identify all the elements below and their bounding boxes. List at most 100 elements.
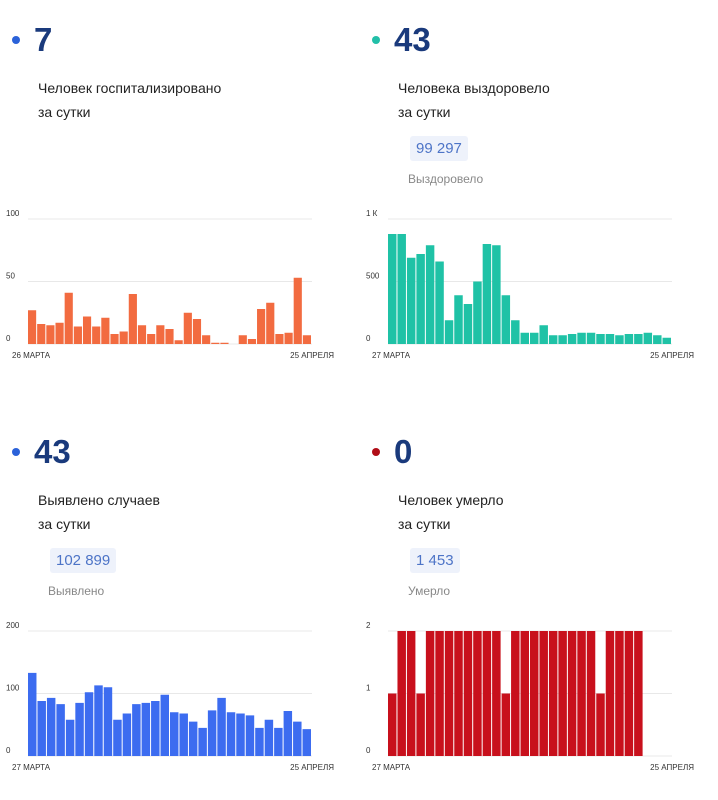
caption: Человека выздоровело за сутки (398, 76, 698, 124)
bar (416, 254, 425, 344)
total-value: 102 899 (50, 548, 117, 573)
y-tick-label: 50 (6, 272, 15, 281)
bar (160, 694, 169, 756)
bar (37, 701, 46, 756)
bar (82, 316, 92, 344)
bar (397, 234, 406, 344)
bar (75, 702, 84, 757)
y-tick-label: 1 К (366, 209, 378, 218)
bar (110, 334, 119, 344)
bar (283, 711, 293, 756)
total-label: Выздоровело (408, 172, 484, 186)
bar (217, 697, 226, 757)
y-tick-label: 0 (6, 334, 11, 343)
bar (226, 712, 236, 756)
legend-dot (372, 36, 380, 44)
bar (416, 693, 425, 756)
bar (567, 334, 577, 344)
bar (463, 631, 473, 756)
bar (255, 727, 264, 757)
bar (220, 342, 229, 344)
bar (56, 704, 65, 757)
bar (397, 631, 406, 756)
bar (530, 332, 539, 344)
bar (266, 302, 275, 344)
deaths-chart: 0 1 2 27 МАРТА 25 АПРЕЛЯ (366, 621, 694, 772)
bar (55, 322, 64, 344)
hospitalized-chart: 0 50 100 26 МАРТА 25 АПРЕЛЯ (6, 209, 334, 360)
bar (64, 292, 73, 344)
bar (615, 335, 624, 344)
bar (454, 631, 463, 756)
legend-dot (372, 448, 380, 456)
total-label: Выявлено (48, 584, 105, 598)
bar (473, 281, 482, 344)
bar (482, 631, 492, 756)
bar (274, 727, 283, 757)
x-start-label: 26 МАРТА (12, 351, 51, 360)
bar (236, 713, 245, 756)
bar (435, 631, 444, 756)
caption-line-1: Человек умерло (398, 492, 504, 508)
bar (567, 631, 577, 756)
bar (84, 692, 94, 756)
bar (202, 335, 211, 344)
bar (473, 631, 482, 756)
bar (46, 697, 56, 757)
total-label: Умерло (408, 584, 451, 598)
daily-count: 0 (394, 433, 413, 470)
bar (605, 631, 615, 756)
bar (119, 331, 128, 344)
bar (624, 334, 634, 344)
daily-count: 7 (34, 21, 53, 58)
bar (482, 244, 492, 344)
x-end-label: 25 АПРЕЛЯ (650, 763, 694, 772)
bar (65, 719, 75, 756)
bar (548, 335, 558, 344)
headline: 43 (372, 20, 431, 60)
bar (245, 715, 255, 757)
bar (103, 687, 113, 756)
headline: 7 (12, 20, 52, 60)
bar (586, 332, 596, 344)
bar (284, 332, 293, 344)
x-end-label: 25 АПРЕЛЯ (290, 351, 334, 360)
bar (170, 712, 179, 756)
bar (198, 727, 207, 757)
bar (454, 295, 463, 344)
x-end-label: 25 АПРЕЛЯ (650, 351, 694, 360)
bar (463, 304, 473, 344)
bar (275, 334, 284, 344)
bar (624, 631, 634, 756)
bar (539, 325, 548, 344)
daily-count: 43 (394, 21, 431, 58)
bar (302, 729, 311, 757)
bar (179, 713, 188, 756)
caption: Выявлено случаев за сутки (38, 488, 338, 536)
bar (137, 325, 147, 344)
panel-deaths: 0 Человек умерло за сутки 1 453 Умерло 0… (360, 412, 710, 792)
caption-line-2: за сутки (38, 516, 91, 532)
bar (492, 245, 501, 344)
bar (46, 325, 55, 344)
bar (558, 335, 567, 344)
bar (183, 312, 192, 344)
bar (520, 631, 529, 756)
bar (530, 631, 539, 756)
bar (653, 335, 662, 344)
caption: Человек госпитализировано за сутки (38, 76, 338, 124)
bar (147, 334, 156, 344)
x-end-label: 25 АПРЕЛЯ (290, 763, 334, 772)
legend-dot (12, 448, 20, 456)
x-start-label: 27 МАРТА (12, 763, 51, 772)
y-tick-label: 0 (6, 746, 11, 755)
x-start-label: 27 МАРТА (372, 351, 411, 360)
bar (539, 631, 548, 756)
y-tick-label: 200 (6, 621, 20, 630)
bar (444, 320, 454, 344)
caption-line-2: за сутки (398, 104, 451, 120)
bar (73, 326, 82, 344)
bar (558, 631, 567, 756)
bar (444, 631, 454, 756)
bar (388, 693, 397, 756)
